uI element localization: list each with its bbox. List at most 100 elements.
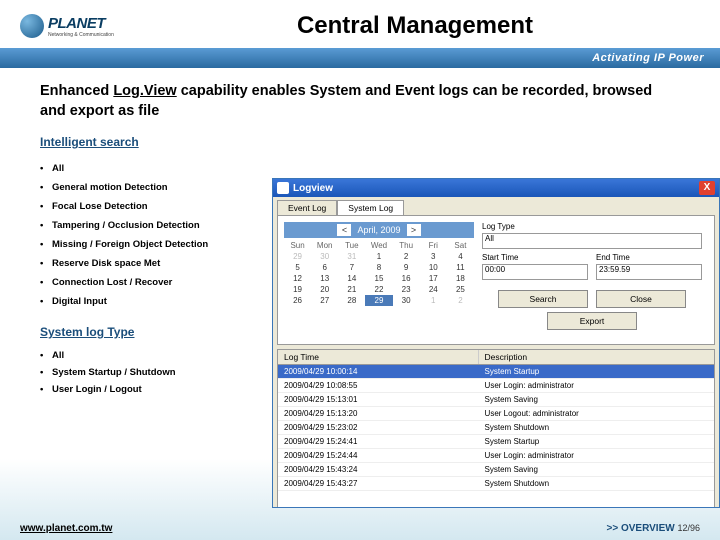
intelligent-item: Focal Lose Detection (40, 197, 260, 216)
cal-day[interactable]: 9 (393, 262, 420, 273)
cal-day[interactable]: 2 (393, 251, 420, 262)
cal-day[interactable]: 24 (420, 284, 447, 295)
cal-day[interactable]: 27 (311, 295, 338, 306)
cal-day[interactable]: 23 (393, 284, 420, 295)
cell-time: 2009/04/29 10:08:55 (278, 379, 479, 392)
cell-time: 2009/04/29 10:00:14 (278, 365, 479, 378)
tab-event-log[interactable]: Event Log (277, 200, 337, 215)
export-button[interactable]: Export (547, 312, 637, 330)
logo-subtitle: Networking & Communication (48, 32, 114, 38)
cal-dayhead: Thu (393, 240, 420, 251)
cal-day[interactable]: 19 (284, 284, 311, 295)
end-col: End Time 23:59.59 (596, 253, 702, 284)
cal-day-dim[interactable]: 1 (420, 295, 447, 306)
cal-day[interactable]: 21 (338, 284, 365, 295)
start-input[interactable]: 00:00 (482, 264, 588, 280)
footer-url[interactable]: www.planet.com.tw (20, 523, 112, 534)
table-row[interactable]: 2009/04/29 10:08:55User Login: administr… (278, 379, 714, 393)
intelligent-item: General motion Detection (40, 178, 260, 197)
logo: PLANET Networking & Communication (20, 8, 130, 44)
cal-day[interactable]: 25 (447, 284, 474, 295)
cal-day[interactable]: 7 (338, 262, 365, 273)
table-row[interactable]: 2009/04/29 15:43:27System Shutdown (278, 477, 714, 491)
cal-day[interactable]: 12 (284, 273, 311, 284)
cal-day[interactable]: 8 (365, 262, 392, 273)
cal-day[interactable]: 30 (393, 295, 420, 306)
cal-day[interactable]: 17 (420, 273, 447, 284)
end-label: End Time (596, 253, 702, 262)
cal-dayhead: Tue (338, 240, 365, 251)
cal-day[interactable]: 15 (365, 273, 392, 284)
cal-day[interactable]: 16 (393, 273, 420, 284)
cal-day-dim[interactable]: 2 (447, 295, 474, 306)
table-row[interactable]: 2009/04/29 15:13:01System Saving (278, 393, 714, 407)
window-titlebar: Logview X (273, 179, 719, 197)
table-body: 2009/04/29 10:00:14System Startup2009/04… (278, 365, 714, 491)
start-label: Start Time (482, 253, 588, 262)
start-col: Start Time 00:00 (482, 253, 588, 284)
cal-day-dim[interactable]: 31 (338, 251, 365, 262)
search-button[interactable]: Search (498, 290, 588, 308)
logtype-select[interactable]: All (482, 233, 702, 249)
table-row[interactable]: 2009/04/29 15:23:02System Shutdown (278, 421, 714, 435)
page-number: 12/96 (677, 523, 700, 533)
logo-text-wrap: PLANET Networking & Communication (48, 15, 114, 38)
table-row[interactable]: 2009/04/29 15:43:24System Saving (278, 463, 714, 477)
tab-system-log[interactable]: System Log (337, 200, 404, 215)
close-button-2[interactable]: Close (596, 290, 686, 308)
cell-desc: User Login: administrator (479, 449, 714, 462)
cal-dayhead: Wed (365, 240, 392, 251)
header: PLANET Networking & Communication Centra… (0, 0, 720, 48)
calendar-header: < April, 2009 > (284, 222, 474, 238)
logview-window: Logview X Event Log System Log < April, … (272, 178, 720, 508)
cal-day[interactable]: 29 (365, 295, 392, 306)
table-row[interactable]: 2009/04/29 10:00:14System Startup (278, 365, 714, 379)
filter-panel: < April, 2009 > SunMonTueWedThuFriSat293… (277, 215, 715, 345)
subtitle-p1: Enhanced (40, 83, 113, 99)
cal-day[interactable]: 5 (284, 262, 311, 273)
col-description: Description (479, 350, 714, 364)
cal-day[interactable]: 3 (420, 251, 447, 262)
cal-day-dim[interactable]: 30 (311, 251, 338, 262)
end-input[interactable]: 23:59.59 (596, 264, 702, 280)
slide: PLANET Networking & Communication Centra… (0, 0, 720, 540)
cal-day[interactable]: 10 (420, 262, 447, 273)
left-column: Intelligent search AllGeneral motion Det… (40, 135, 260, 398)
cell-time: 2009/04/29 15:43:24 (278, 463, 479, 476)
cal-day[interactable]: 22 (365, 284, 392, 295)
intelligent-item: Reserve Disk space Met (40, 254, 260, 273)
cal-day[interactable]: 26 (284, 295, 311, 306)
cal-day[interactable]: 6 (311, 262, 338, 273)
cell-time: 2009/04/29 15:13:20 (278, 407, 479, 420)
cal-day[interactable]: 18 (447, 273, 474, 284)
cell-time: 2009/04/29 15:23:02 (278, 421, 479, 434)
cal-day[interactable]: 1 (365, 251, 392, 262)
cal-day[interactable]: 14 (338, 273, 365, 284)
table-row[interactable]: 2009/04/29 15:24:44User Login: administr… (278, 449, 714, 463)
cell-time: 2009/04/29 15:24:44 (278, 449, 479, 462)
cal-day[interactable]: 28 (338, 295, 365, 306)
button-row-2: Export (482, 312, 702, 330)
syslog-heading: System log Type (40, 325, 260, 339)
overview-link[interactable]: >> OVERVIEW (607, 523, 675, 534)
cal-dayhead: Sun (284, 240, 311, 251)
window-title: Logview (293, 183, 333, 194)
cell-time: 2009/04/29 15:43:27 (278, 477, 479, 490)
tagline: Activating IP Power (592, 52, 704, 64)
calendar[interactable]: < April, 2009 > SunMonTueWedThuFriSat293… (284, 222, 474, 338)
cal-day[interactable]: 20 (311, 284, 338, 295)
table-row[interactable]: 2009/04/29 15:13:20User Logout: administ… (278, 407, 714, 421)
close-button[interactable]: X (699, 181, 715, 195)
cal-day[interactable]: 13 (311, 273, 338, 284)
col-logtime: Log Time (278, 350, 479, 364)
cal-day-dim[interactable]: 29 (284, 251, 311, 262)
table-row[interactable]: 2009/04/29 15:24:41System Startup (278, 435, 714, 449)
window-icon (277, 182, 289, 194)
time-row: Start Time 00:00 End Time 23:59.59 (482, 253, 702, 284)
cal-prev[interactable]: < (337, 224, 351, 236)
syslog-item: System Startup / Shutdown (40, 364, 260, 381)
cal-next[interactable]: > (407, 224, 421, 236)
cal-day[interactable]: 4 (447, 251, 474, 262)
cal-day[interactable]: 11 (447, 262, 474, 273)
intelligent-item: All (40, 159, 260, 178)
